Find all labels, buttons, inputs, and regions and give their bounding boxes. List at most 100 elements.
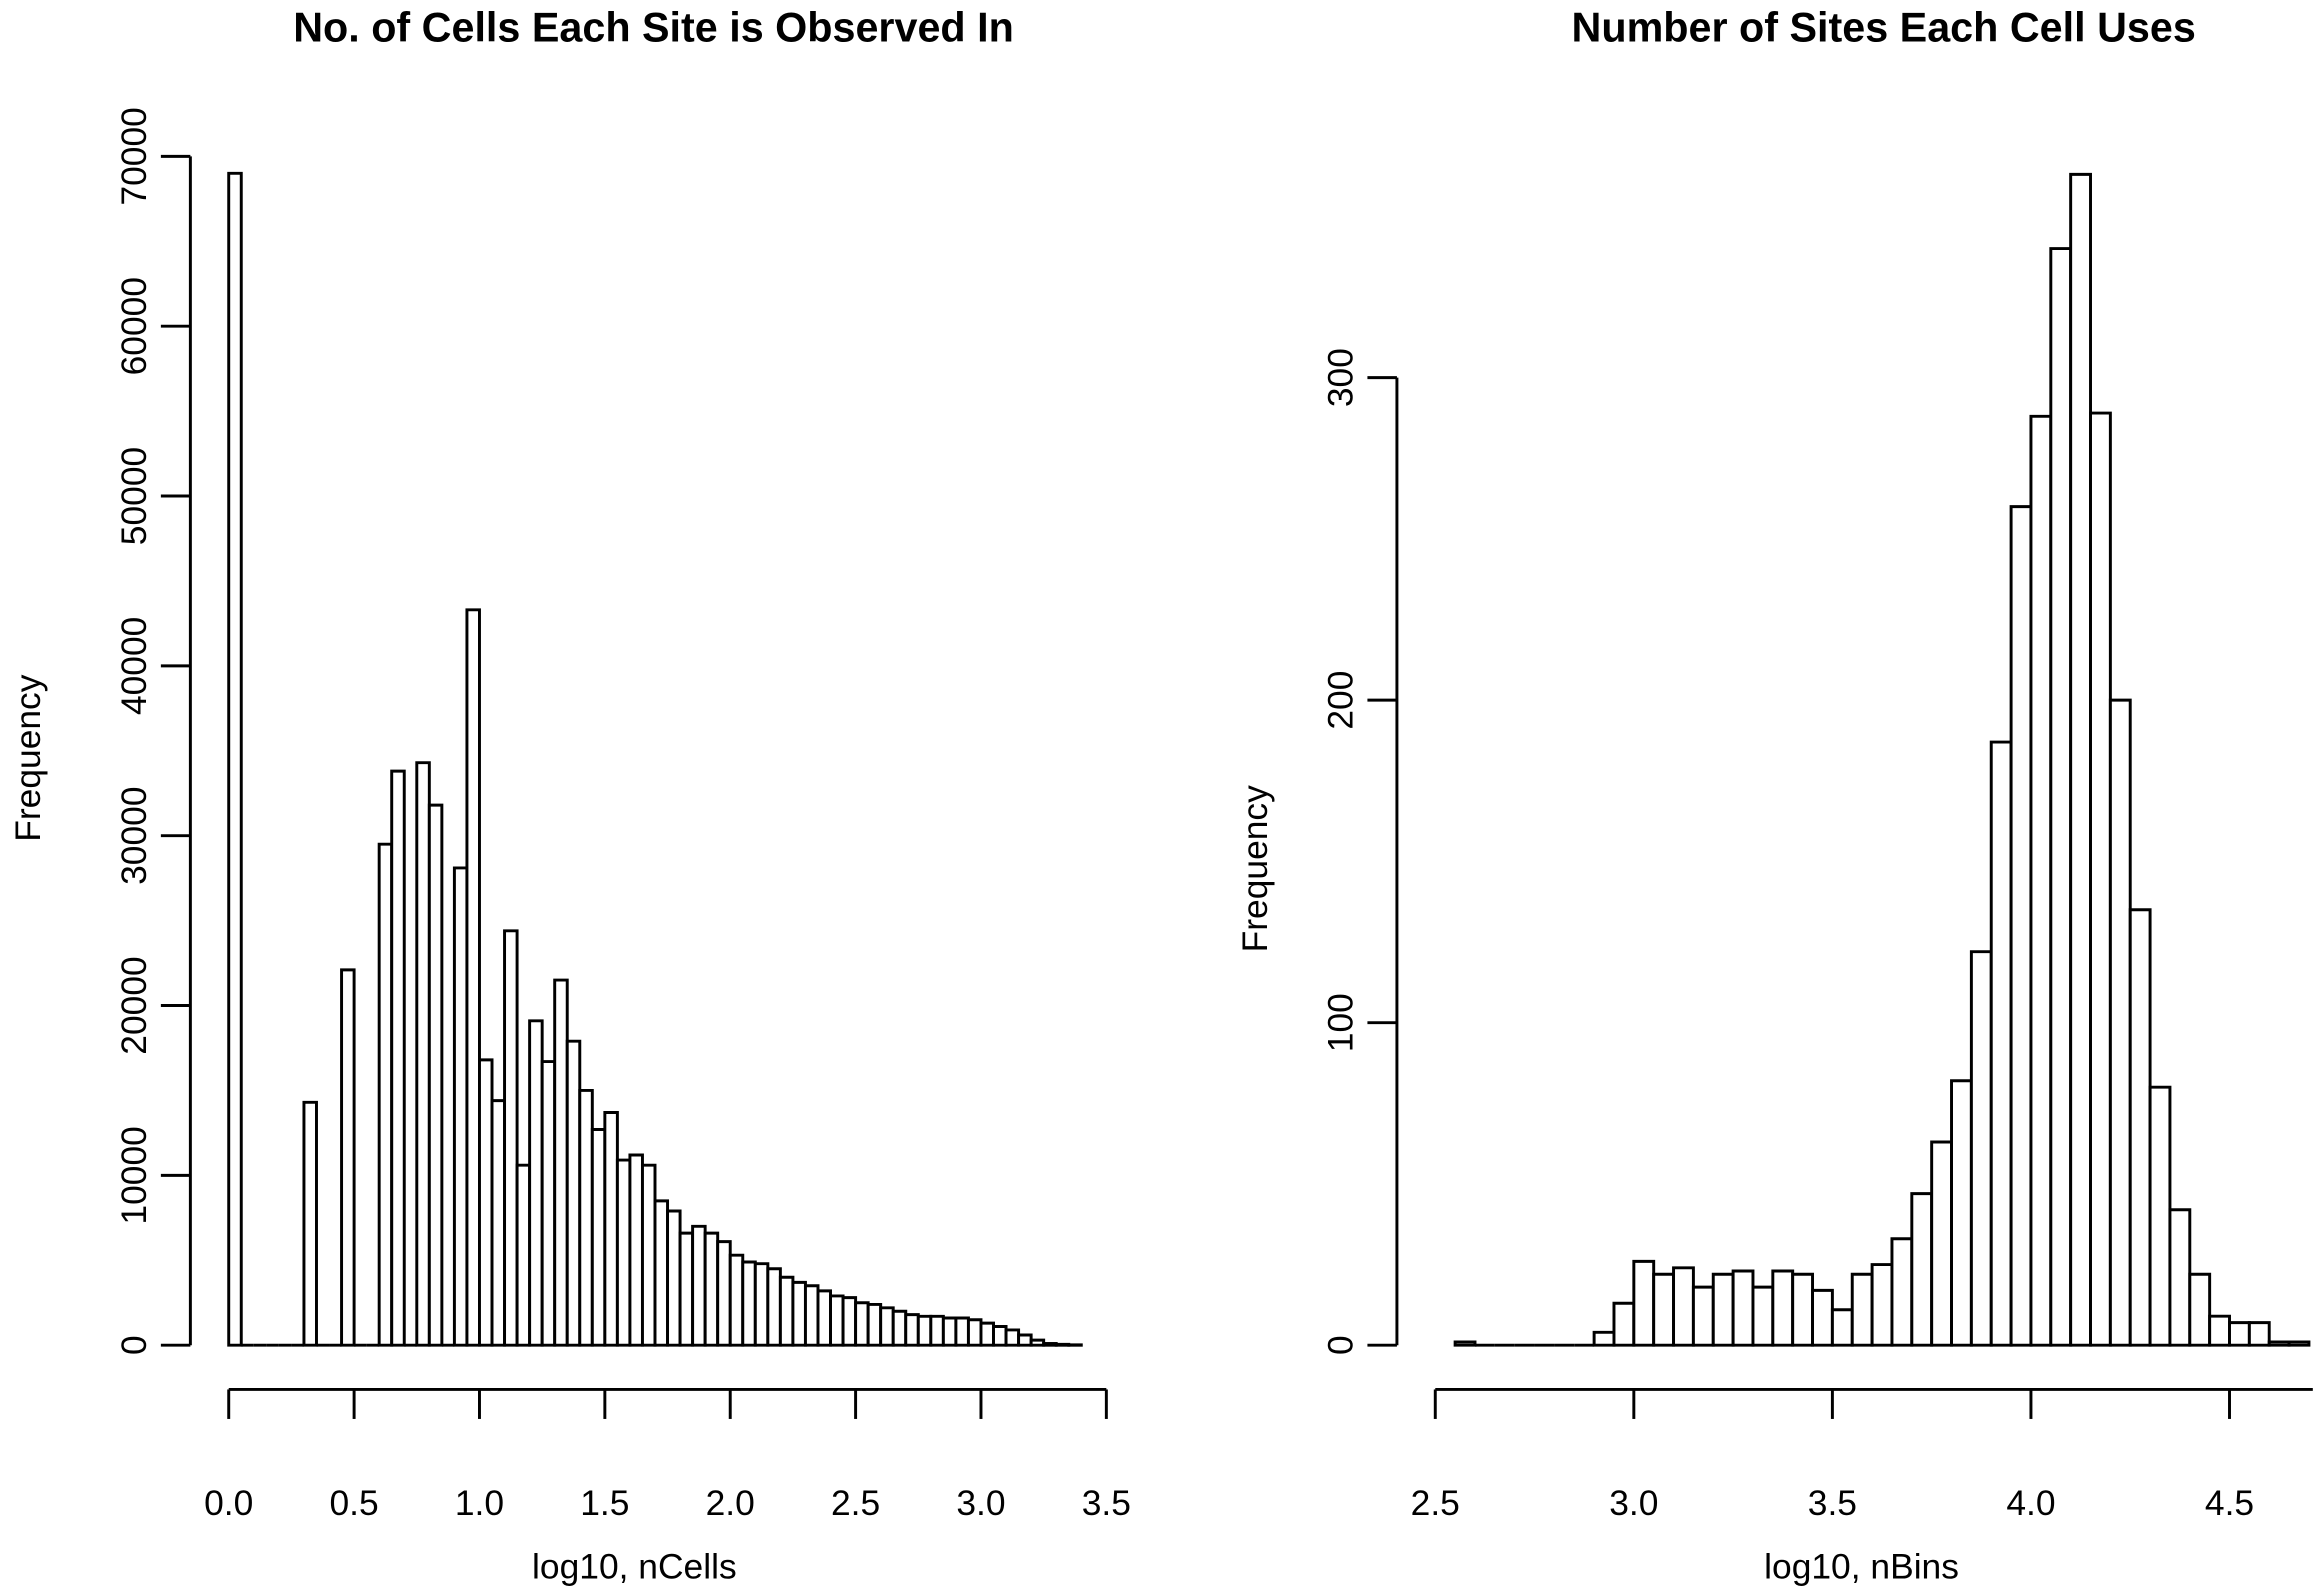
histogram-bar bbox=[1042, 1342, 1058, 1347]
x-tick-label: 3.5 bbox=[1082, 1483, 1131, 1523]
histogram-bar bbox=[1711, 1272, 1735, 1347]
histogram-bar bbox=[803, 1284, 820, 1347]
histogram-bar bbox=[829, 1294, 845, 1347]
y-tick-label: 10000 bbox=[114, 1126, 154, 1224]
histogram-bar bbox=[916, 1314, 933, 1347]
histogram-bar bbox=[1652, 1272, 1676, 1347]
x-tick-label: 3.0 bbox=[1609, 1483, 1658, 1523]
histogram-bar bbox=[979, 1321, 995, 1347]
histogram-bar bbox=[540, 1060, 557, 1347]
histogram-bar bbox=[1453, 1340, 1477, 1347]
x-tick-label: 4.0 bbox=[2006, 1483, 2055, 1523]
histogram-bar bbox=[465, 608, 481, 1347]
histogram-bar bbox=[1672, 1266, 1695, 1347]
x-tick-label: 4.5 bbox=[2205, 1483, 2254, 1523]
histogram-bar bbox=[1751, 1285, 1775, 1347]
histogram-bar bbox=[2287, 1340, 2311, 1347]
histogram-bar bbox=[866, 1302, 883, 1347]
histogram-bar bbox=[966, 1318, 983, 1347]
histogram-bar bbox=[340, 968, 356, 1347]
histogram-bar bbox=[1592, 1330, 1616, 1347]
histogram-bar bbox=[1612, 1301, 1636, 1347]
histogram-bar bbox=[691, 1224, 707, 1347]
histogram-bar bbox=[2228, 1321, 2251, 1347]
histogram-bar bbox=[2168, 1208, 2192, 1347]
histogram-bar bbox=[816, 1289, 832, 1347]
histogram-bar bbox=[2148, 1085, 2172, 1347]
histogram-bar bbox=[553, 978, 569, 1347]
chart-title: Number of Sites Each Cell Uses bbox=[1572, 4, 2196, 50]
histogram-bar bbox=[1830, 1308, 1854, 1347]
histogram-bar bbox=[1811, 1288, 1834, 1347]
histogram-bar bbox=[879, 1306, 895, 1347]
histogram-bar bbox=[841, 1296, 858, 1347]
histogram-bar bbox=[653, 1199, 670, 1347]
histogram-bar bbox=[2049, 247, 2073, 1347]
histogram-bar bbox=[1691, 1285, 1715, 1347]
histogram-bar bbox=[703, 1231, 720, 1347]
histogram-bar bbox=[1910, 1192, 1934, 1347]
histogram-bar bbox=[1890, 1237, 1914, 1347]
histogram-bar bbox=[1791, 1272, 1815, 1347]
y-tick-label: 200 bbox=[1321, 671, 1361, 730]
histogram-bar bbox=[1850, 1272, 1874, 1347]
y-tick-label: 0 bbox=[114, 1335, 154, 1355]
y-tick-label: 50000 bbox=[114, 447, 154, 545]
histogram-bar bbox=[891, 1309, 908, 1347]
histogram-bar bbox=[1731, 1269, 1755, 1347]
y-tick-label: 20000 bbox=[114, 956, 154, 1054]
histogram-bar bbox=[452, 866, 469, 1347]
histogram-bar bbox=[640, 1163, 657, 1347]
histogram-bar bbox=[515, 1163, 532, 1347]
histogram-bar bbox=[490, 1099, 507, 1347]
x-axis-label: log10, nCells bbox=[532, 1546, 737, 1586]
histogram-bar bbox=[603, 1111, 619, 1347]
x-tick-label: 0.0 bbox=[204, 1483, 253, 1523]
histogram-bar bbox=[766, 1267, 782, 1347]
x-tick-label: 3.0 bbox=[956, 1483, 1005, 1523]
y-tick-label: 40000 bbox=[114, 617, 154, 715]
y-axis-label: Frequency bbox=[8, 674, 48, 842]
histogram-bar bbox=[741, 1260, 757, 1347]
x-tick-label: 2.5 bbox=[831, 1483, 880, 1523]
y-tick-label: 300 bbox=[1321, 348, 1361, 407]
histogram-bar bbox=[2108, 698, 2132, 1347]
histogram-bar bbox=[528, 1019, 544, 1347]
histogram-bar bbox=[929, 1314, 945, 1347]
histogram-bar bbox=[941, 1316, 958, 1347]
histogram-bar bbox=[590, 1128, 607, 1347]
histogram-bar bbox=[904, 1313, 920, 1347]
y-tick-label: 30000 bbox=[114, 786, 154, 884]
histogram-bar bbox=[2009, 505, 2033, 1347]
histogram-bar bbox=[578, 1088, 594, 1347]
x-tick-label: 2.5 bbox=[1411, 1483, 1460, 1523]
y-tick-label: 70000 bbox=[114, 107, 154, 205]
histogram-bar bbox=[2128, 908, 2152, 1347]
histogram-bar bbox=[1950, 1079, 1973, 1347]
histogram-bar bbox=[1870, 1263, 1894, 1347]
histogram-bar bbox=[503, 929, 519, 1347]
histogram-bar bbox=[302, 1100, 318, 1347]
histogram-bar bbox=[478, 1058, 494, 1347]
histogram-bar bbox=[377, 842, 394, 1347]
histogram-bar bbox=[427, 803, 444, 1347]
histogram-bar bbox=[1989, 740, 2013, 1347]
histogram-bar bbox=[1632, 1259, 1656, 1347]
histogram-bar bbox=[1004, 1328, 1021, 1347]
x-tick-label: 1.5 bbox=[580, 1483, 629, 1523]
histogram-bar bbox=[1054, 1342, 1071, 1347]
histogram-bar bbox=[791, 1280, 807, 1347]
histogram-bar bbox=[666, 1209, 682, 1347]
histogram-bar bbox=[854, 1301, 870, 1347]
histogram-bar bbox=[992, 1325, 1008, 1347]
histogram-bar bbox=[2069, 172, 2092, 1347]
x-tick-label: 0.5 bbox=[329, 1483, 378, 1523]
histogram-bar bbox=[728, 1253, 745, 1347]
histogram-bar bbox=[753, 1262, 770, 1347]
histogram-bar bbox=[628, 1153, 644, 1347]
y-tick-label: 100 bbox=[1321, 993, 1361, 1052]
histogram-bar bbox=[678, 1231, 695, 1347]
chart-panel: Number of Sites Each Cell Uses log10, nBi… bbox=[1235, 4, 2313, 1586]
histogram-bar bbox=[227, 171, 243, 1347]
histogram-bar bbox=[2247, 1321, 2271, 1347]
